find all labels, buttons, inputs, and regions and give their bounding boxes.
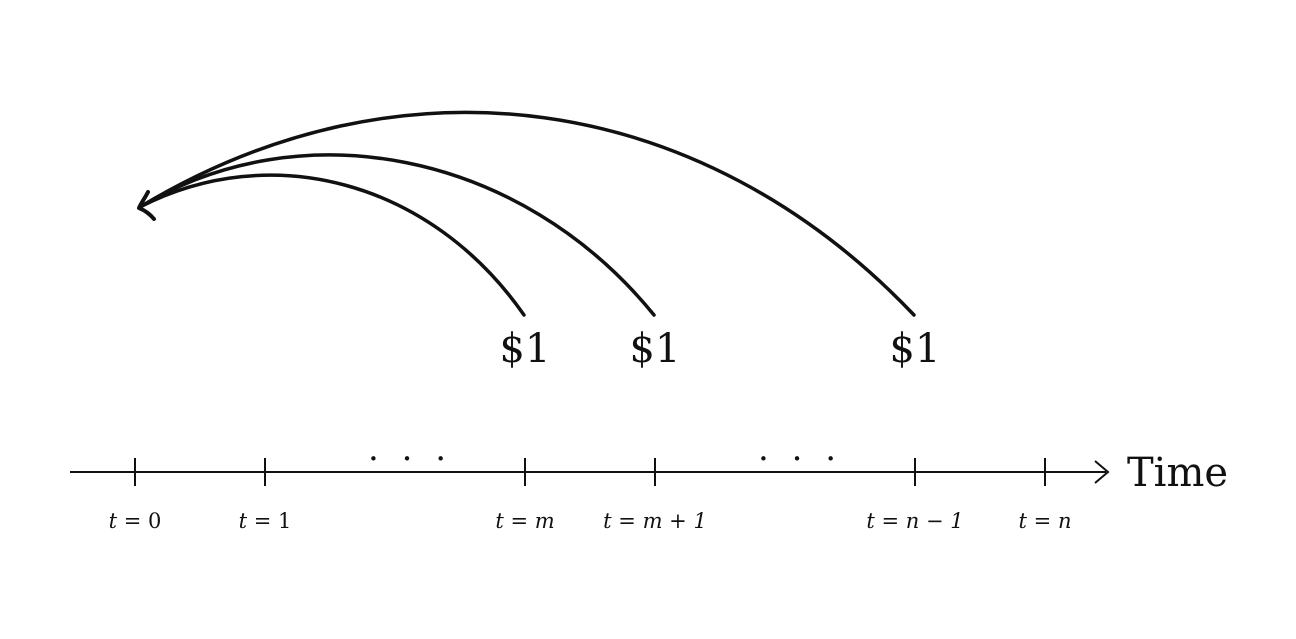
ellipsis-right: . . . — [758, 429, 842, 469]
tick-label-tm: t = m — [495, 509, 554, 533]
discount-arc-tm1 — [138, 153, 656, 317]
payment-label-tm1: $1 — [630, 326, 681, 372]
tick-label-t0: t = 0 — [109, 509, 162, 533]
payment-label-tm: $1 — [500, 326, 551, 372]
axis-title: Time — [1127, 450, 1228, 496]
tick-label-t1: t = 1 — [239, 509, 292, 533]
tick-label-tm1: t = m + 1 — [603, 509, 707, 533]
tick-label-tn1: t = n − 1 — [866, 509, 963, 533]
present-value-arrowhead — [137, 190, 156, 221]
ellipsis-left: . . . — [368, 429, 452, 469]
tick-label-tn: t = n — [1019, 509, 1072, 533]
discount-arc-tm — [138, 173, 526, 317]
time-axis-arrowhead — [1094, 460, 1110, 484]
payment-label-tn1: $1 — [890, 326, 941, 372]
discount-arc-tn1 — [138, 110, 916, 317]
